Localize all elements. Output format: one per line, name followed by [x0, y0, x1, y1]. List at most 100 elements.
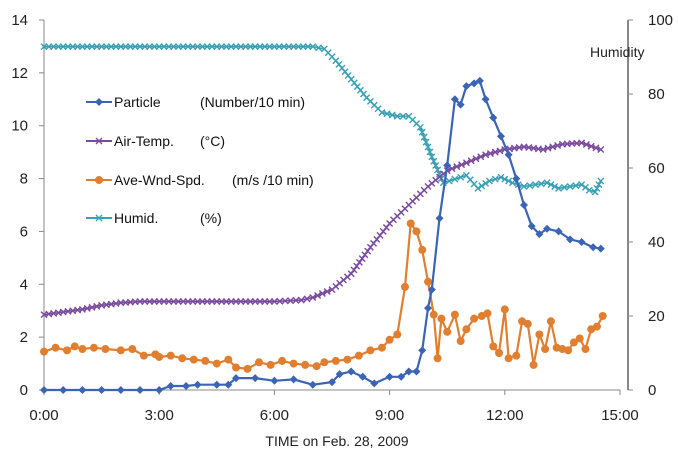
y-tick-label: 4 — [20, 276, 28, 293]
data-point — [451, 175, 459, 183]
x-tick-label: 15:00 — [601, 407, 639, 424]
data-point — [377, 343, 386, 352]
data-point — [500, 305, 509, 314]
data-point — [547, 181, 555, 189]
data-point — [535, 330, 544, 339]
data-point — [491, 175, 499, 183]
data-point — [592, 322, 601, 331]
data-point — [422, 138, 430, 146]
legend-label: Particle — [114, 94, 161, 110]
data-point — [596, 244, 605, 253]
data-point — [383, 110, 391, 118]
legend-unit: (Number/10 min) — [200, 94, 305, 110]
data-point — [193, 380, 202, 389]
data-point — [243, 364, 252, 373]
data-point — [462, 325, 471, 334]
data-point — [481, 95, 490, 104]
data-point — [554, 227, 563, 236]
data-point — [136, 386, 144, 394]
data-point — [578, 139, 586, 147]
x-tick-label: 6:00 — [260, 407, 289, 424]
data-point — [544, 144, 552, 152]
data-point — [485, 177, 493, 185]
data-point — [404, 367, 413, 376]
data-point — [554, 142, 562, 150]
data-point — [523, 319, 532, 328]
data-point — [581, 183, 589, 191]
x-ticks: 0:00 3:00 6:00 9:00 12:00 15:00 — [29, 390, 639, 424]
data-point — [40, 386, 48, 394]
data-point — [255, 358, 264, 367]
data-point — [128, 345, 137, 354]
data-point — [569, 338, 578, 347]
data-point — [551, 183, 559, 190]
data-point — [270, 376, 279, 385]
data-point — [495, 349, 504, 357]
data-point — [393, 330, 402, 339]
data-point — [358, 255, 366, 263]
y2-tick-label: 20 — [648, 308, 665, 325]
data-point — [385, 372, 394, 381]
data-point — [101, 345, 110, 354]
data-point — [416, 123, 424, 131]
data-point — [520, 201, 528, 209]
data-point — [212, 380, 221, 389]
data-point — [581, 345, 590, 354]
data-point — [585, 186, 593, 194]
data-point — [462, 82, 471, 91]
data-point — [501, 175, 509, 183]
data-point — [491, 148, 499, 156]
data-point — [328, 378, 336, 387]
data-point — [303, 295, 311, 303]
series-particle — [40, 76, 605, 394]
data-point — [486, 149, 494, 157]
legend-unit: (%) — [200, 210, 222, 226]
data-point — [289, 359, 298, 368]
data-point — [546, 317, 555, 326]
data-point — [575, 334, 584, 343]
data-point — [289, 375, 298, 384]
legend-item-air-temp: Air-Temp. (°C) — [86, 133, 225, 149]
data-point — [59, 386, 68, 394]
data-point — [388, 111, 396, 119]
x-axis-label: TIME on Feb. 28, 2009 — [265, 433, 408, 449]
data-point — [292, 296, 300, 304]
data-point — [116, 346, 125, 355]
data-point — [312, 362, 321, 371]
data-point — [116, 386, 125, 394]
data-point — [429, 310, 438, 319]
data-point — [412, 367, 421, 376]
data-point — [335, 370, 344, 379]
legend-label: Humid. — [114, 210, 158, 226]
legend-swatch-marker — [95, 98, 103, 106]
y-tick-label: 2 — [20, 329, 28, 346]
data-point — [593, 184, 601, 192]
data-point — [347, 367, 356, 376]
series-line — [43, 220, 604, 371]
x-tick-label: 0:00 — [29, 407, 58, 424]
data-point — [527, 222, 536, 231]
y-tick-label: 8 — [20, 171, 28, 188]
series-humid — [40, 43, 605, 196]
data-point — [166, 351, 175, 360]
data-point — [529, 360, 538, 369]
data-point — [504, 150, 513, 159]
data-point — [435, 214, 444, 223]
data-point — [297, 296, 305, 304]
data-point — [555, 184, 563, 192]
data-point — [309, 294, 317, 301]
data-point — [428, 153, 436, 161]
data-point — [251, 374, 260, 383]
legend-swatch-marker — [95, 214, 103, 222]
data-point — [443, 161, 452, 170]
data-point — [532, 181, 540, 189]
data-point — [458, 161, 466, 169]
data-point — [592, 144, 600, 152]
data-point — [308, 380, 317, 389]
data-point — [350, 266, 358, 274]
data-point — [597, 177, 605, 185]
data-point — [270, 297, 278, 305]
data-point — [378, 109, 386, 116]
y-tick-label: 10 — [11, 118, 28, 135]
data-point — [139, 351, 148, 360]
